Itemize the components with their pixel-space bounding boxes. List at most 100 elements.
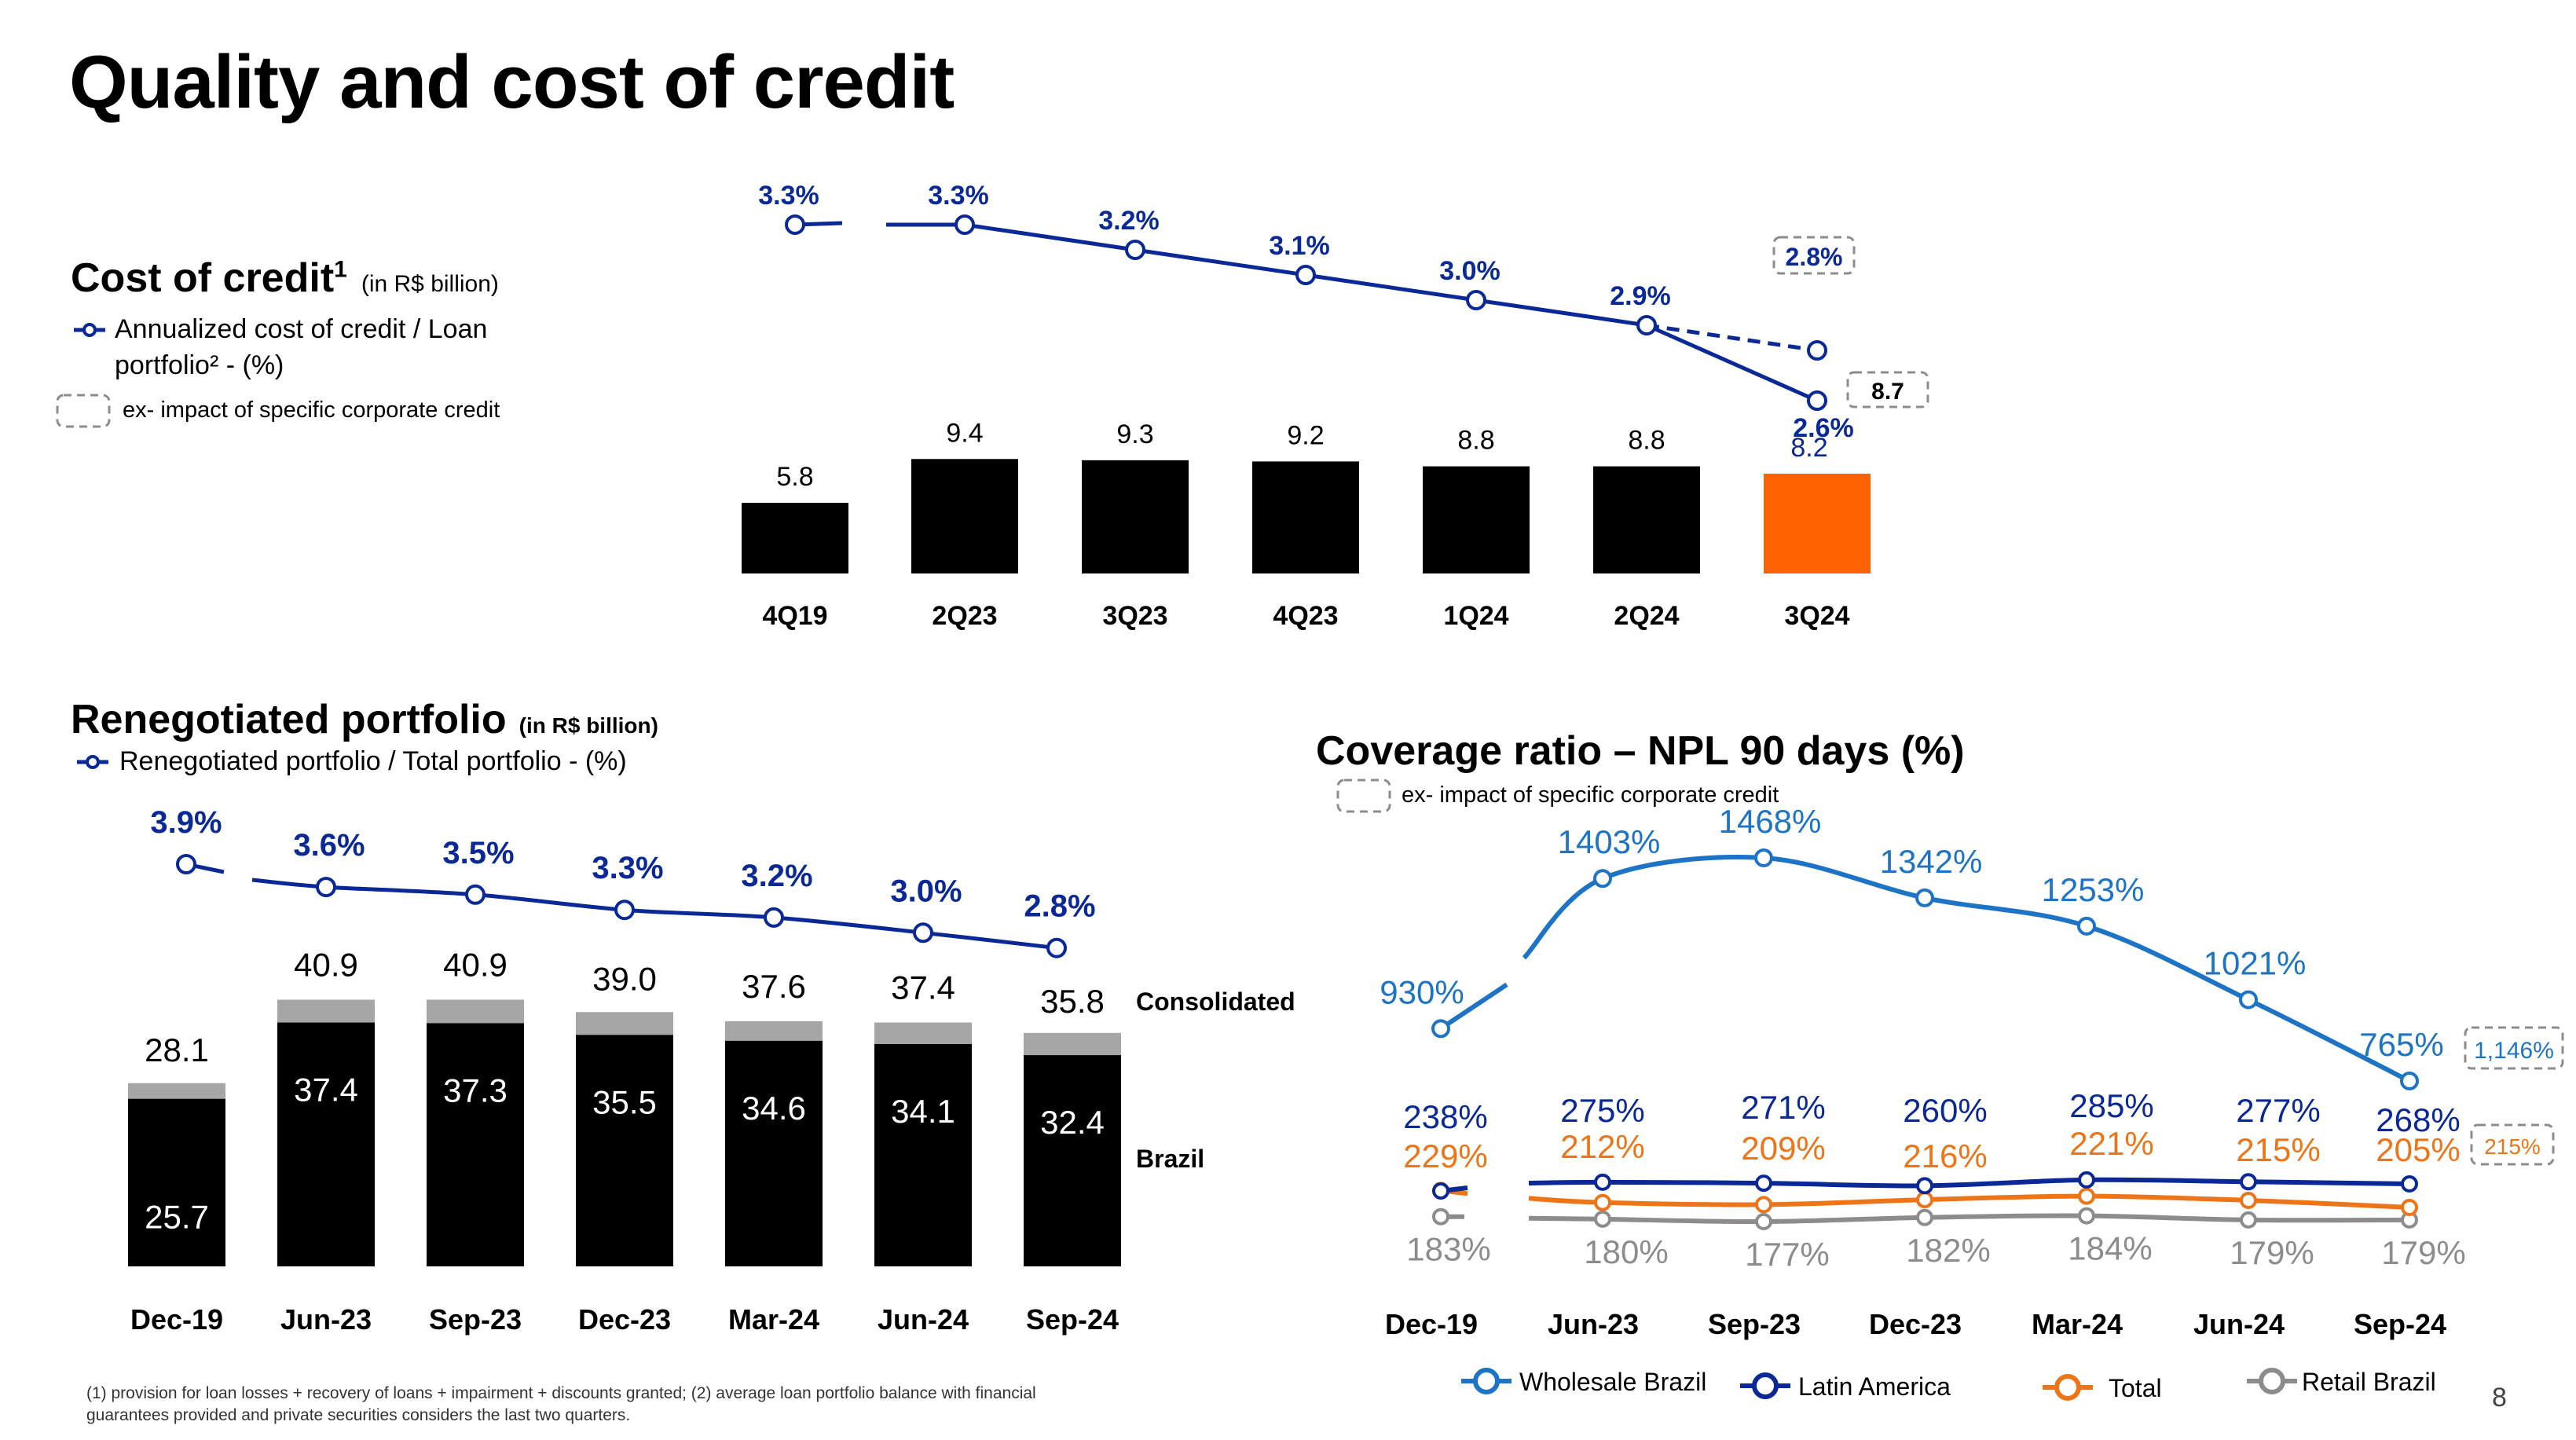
coverage-retail-line [1528, 1213, 2410, 1225]
renego-line-label: 3.3% [592, 851, 663, 885]
coverage-retail-label: 177% [1745, 1236, 1829, 1273]
coverage-retail-label: 184% [2068, 1230, 2152, 1267]
cost-credit-legend-line: Annualized cost of credit / Loan portfol… [115, 314, 488, 380]
renego-brazil-bar [128, 1098, 225, 1266]
cost-bar-value: 5.8 [776, 462, 813, 492]
coverage-latam-line [1528, 1177, 2410, 1189]
renego-category-label: Sep-24 [1026, 1303, 1119, 1336]
renego-brazil-value: 37.4 [294, 1072, 358, 1108]
coverage-latam-label: 275% [1560, 1092, 1644, 1129]
cost-bar [1593, 466, 1700, 573]
cost-line-point [1295, 265, 1316, 285]
cost-line-label: 2.9% [1610, 281, 1671, 311]
coverage-wholesale-point [1593, 869, 1612, 889]
coverage-retail-label: 179% [2230, 1234, 2314, 1271]
coverage-total-label: 209% [1741, 1130, 1825, 1167]
renego-legend-line: Renegotiated portfolio / Total portfolio… [119, 746, 627, 776]
coverage-category-label: Mar-24 [2032, 1308, 2123, 1340]
page-title: Quality and cost of credit [69, 40, 955, 124]
renego-label-consolidated: Consolidated [1136, 987, 1295, 1016]
coverage-latam-label: 285% [2069, 1087, 2153, 1124]
renego-consolidated-value: 37.4 [891, 969, 955, 1006]
cost-bar-value: 9.4 [946, 418, 983, 448]
cost-line-label: 3.2% [1098, 206, 1160, 236]
coverage-total-label: 229% [1403, 1138, 1487, 1174]
renego-category-label: Dec-19 [130, 1303, 223, 1336]
coverage-total-point [2078, 1187, 2095, 1205]
coverage-legend-label: Total [2109, 1374, 2162, 1402]
cost-ex-impact-line [1646, 323, 1818, 353]
renego-category-label: Mar-24 [728, 1303, 819, 1336]
cost-bar [1423, 466, 1530, 573]
coverage-total-label: 215% [2236, 1131, 2320, 1168]
renego-consolidated-cap [874, 1022, 972, 1044]
cost-bar-value: 8.8 [1457, 426, 1494, 456]
coverage-wholesale-ex-box [2464, 1026, 2564, 1070]
renego-line-point [316, 877, 336, 898]
cost-line-point [955, 214, 975, 235]
cost-line-label: 3.0% [1439, 256, 1501, 286]
cost-ex-impact-point [1807, 340, 1827, 361]
coverage-wholesale-label: 1468% [1719, 803, 1822, 840]
coverage-wholesale-label: 765% [2359, 1026, 2443, 1063]
dashed-box-icon [1336, 779, 1391, 813]
renego-line-point [465, 884, 486, 905]
renego-line-point [1046, 937, 1067, 958]
cost-category-label: 4Q23 [1273, 601, 1338, 631]
coverage-wholesale-point [1915, 888, 1934, 907]
renego-line-label: 3.0% [890, 874, 962, 908]
renego-brazil-bar [576, 1035, 673, 1266]
renego-consolidated-cap [725, 1020, 823, 1041]
coverage-latam-point [1432, 1182, 1449, 1200]
coverage-legend-marker-icon [2054, 1374, 2081, 1401]
cost-credit-title-sup: 1 [334, 256, 347, 283]
coverage-wholesale-label: 1403% [1558, 823, 1661, 860]
coverage-total-point [2240, 1192, 2257, 1209]
coverage-retail-point [1755, 1213, 1772, 1230]
coverage-wholesale-point [1431, 1019, 1450, 1039]
cost-bar [1252, 461, 1359, 573]
coverage-legend-label: Retail Brazil [2302, 1368, 2436, 1396]
cost-bar-value: 8.2 [1790, 433, 1827, 463]
coverage-retail-point [2078, 1207, 2095, 1225]
coverage-latam-point [1755, 1174, 1772, 1193]
renego-line-point [614, 900, 635, 921]
coverage-wholesale-point [2400, 1072, 2419, 1090]
renego-category-label: Dec-23 [578, 1303, 671, 1336]
renego-consolidated-cap [277, 999, 375, 1023]
renego-line-label: 3.6% [293, 828, 365, 863]
cost-category-label: 2Q23 [932, 601, 997, 631]
coverage-retail-point [1432, 1207, 1449, 1226]
cost-ex-impact-box [1846, 371, 1929, 409]
coverage-wholesale-point [2239, 990, 2258, 1009]
coverage-retail-point [2240, 1211, 2257, 1229]
cost-line-label: 2.6% [1793, 413, 1854, 443]
coverage-category-label: Jun-23 [1548, 1308, 1639, 1340]
coverage-retail-label: 180% [1584, 1233, 1668, 1270]
cost-bar [911, 459, 1018, 573]
cost-bar-value: 9.2 [1287, 420, 1324, 450]
renego-brazil-bar [1024, 1055, 1121, 1266]
cost-line-label: 3.3% [758, 181, 819, 211]
renego-brazil-value: 37.3 [443, 1072, 508, 1108]
coverage-wholesale-label: 1253% [2042, 871, 2145, 908]
renego-brazil-value: 34.6 [742, 1090, 806, 1127]
coverage-total-point [1916, 1191, 1933, 1209]
renego-brazil-bar [427, 1023, 524, 1266]
renego-brazil-value: 34.1 [891, 1093, 955, 1130]
cost-bar-value: 9.3 [1116, 420, 1153, 449]
coverage-total-ex-label: 215% [2484, 1134, 2541, 1159]
footnote: (1) provision for loan losses + recovery… [86, 1384, 1036, 1424]
cost-line-point [1636, 315, 1657, 335]
renego-consolidated-value: 35.8 [1040, 983, 1105, 1020]
coverage-category-label: Dec-19 [1385, 1308, 1478, 1340]
coverage-wholesale-segment [1439, 982, 1508, 1031]
cost-category-label: 3Q23 [1102, 601, 1167, 631]
renego-consolidated-cap [1024, 1032, 1121, 1056]
renego-consolidated-value: 40.9 [294, 947, 358, 984]
coverage-latam-label: 271% [1741, 1089, 1825, 1126]
coverage-legend-marker-icon [1473, 1368, 1500, 1394]
renego-line-point [764, 907, 784, 928]
